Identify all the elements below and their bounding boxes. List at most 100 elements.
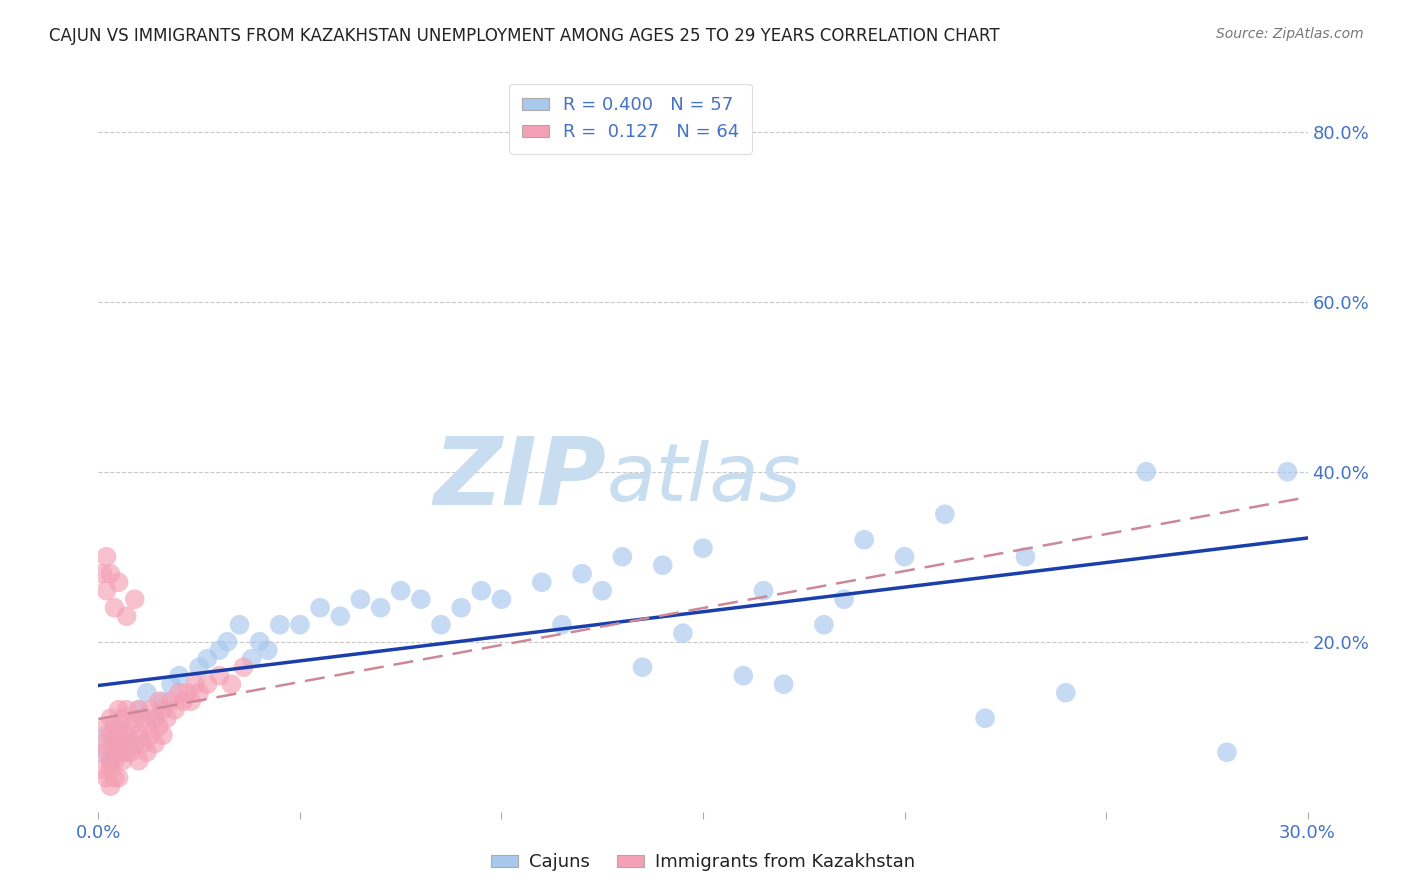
Legend: Cajuns, Immigrants from Kazakhstan: Cajuns, Immigrants from Kazakhstan bbox=[484, 847, 922, 879]
Point bbox=[120, 737, 142, 751]
Point bbox=[111, 711, 134, 725]
Point bbox=[107, 771, 129, 785]
Point bbox=[228, 617, 250, 632]
Point bbox=[96, 728, 118, 742]
Point bbox=[389, 583, 412, 598]
Point bbox=[91, 737, 114, 751]
Point bbox=[934, 507, 956, 521]
Point bbox=[139, 728, 162, 742]
Point bbox=[115, 609, 138, 624]
Point bbox=[96, 720, 118, 734]
Point bbox=[124, 711, 146, 725]
Point bbox=[96, 771, 118, 785]
Point bbox=[1277, 465, 1299, 479]
Point bbox=[409, 592, 432, 607]
Point bbox=[139, 703, 162, 717]
Point bbox=[172, 694, 194, 708]
Point bbox=[100, 754, 122, 768]
Point bbox=[1135, 465, 1157, 479]
Point bbox=[100, 566, 122, 581]
Point bbox=[100, 762, 122, 776]
Point bbox=[124, 737, 146, 751]
Point bbox=[309, 600, 332, 615]
Point bbox=[530, 575, 553, 590]
Point bbox=[269, 617, 291, 632]
Point bbox=[103, 737, 125, 751]
Point bbox=[128, 703, 150, 717]
Point bbox=[176, 686, 198, 700]
Point bbox=[115, 728, 138, 742]
Point bbox=[256, 643, 278, 657]
Point bbox=[128, 703, 150, 717]
Point bbox=[1216, 745, 1239, 759]
Point bbox=[612, 549, 634, 564]
Point bbox=[132, 711, 155, 725]
Point bbox=[217, 634, 239, 648]
Point bbox=[195, 677, 218, 691]
Point bbox=[832, 592, 855, 607]
Point bbox=[107, 720, 129, 734]
Point bbox=[160, 677, 183, 691]
Point bbox=[470, 583, 492, 598]
Point bbox=[672, 626, 695, 640]
Point bbox=[120, 720, 142, 734]
Point bbox=[221, 677, 243, 691]
Point bbox=[893, 549, 915, 564]
Point bbox=[96, 583, 118, 598]
Point bbox=[148, 694, 170, 708]
Point bbox=[167, 686, 190, 700]
Point bbox=[631, 660, 654, 674]
Point bbox=[167, 669, 190, 683]
Point bbox=[571, 566, 593, 581]
Point bbox=[152, 703, 174, 717]
Point bbox=[100, 711, 122, 725]
Text: ZIP: ZIP bbox=[433, 434, 606, 525]
Point bbox=[143, 737, 166, 751]
Point bbox=[152, 728, 174, 742]
Point bbox=[160, 694, 183, 708]
Point bbox=[107, 703, 129, 717]
Point bbox=[184, 677, 207, 691]
Point bbox=[208, 669, 231, 683]
Point bbox=[111, 754, 134, 768]
Point bbox=[974, 711, 997, 725]
Point bbox=[115, 703, 138, 717]
Point bbox=[100, 754, 122, 768]
Point bbox=[349, 592, 371, 607]
Point bbox=[651, 558, 673, 573]
Point bbox=[450, 600, 472, 615]
Point bbox=[733, 669, 755, 683]
Point bbox=[103, 737, 125, 751]
Point bbox=[143, 711, 166, 725]
Point bbox=[329, 609, 352, 624]
Point bbox=[1014, 549, 1036, 564]
Point bbox=[96, 745, 118, 759]
Point bbox=[111, 737, 134, 751]
Point bbox=[91, 762, 114, 776]
Point bbox=[103, 720, 125, 734]
Point bbox=[132, 737, 155, 751]
Point bbox=[163, 703, 186, 717]
Point bbox=[100, 779, 122, 793]
Text: Source: ZipAtlas.com: Source: ZipAtlas.com bbox=[1216, 27, 1364, 41]
Point bbox=[752, 583, 775, 598]
Point bbox=[143, 711, 166, 725]
Point bbox=[111, 745, 134, 759]
Point bbox=[115, 728, 138, 742]
Text: atlas: atlas bbox=[606, 441, 801, 518]
Point bbox=[370, 600, 392, 615]
Point bbox=[135, 720, 157, 734]
Point bbox=[96, 549, 118, 564]
Point bbox=[103, 771, 125, 785]
Point bbox=[152, 694, 174, 708]
Point bbox=[100, 728, 122, 742]
Point bbox=[813, 617, 835, 632]
Point bbox=[135, 686, 157, 700]
Point bbox=[591, 583, 613, 598]
Point bbox=[156, 711, 179, 725]
Point bbox=[124, 592, 146, 607]
Point bbox=[128, 754, 150, 768]
Point bbox=[1054, 686, 1077, 700]
Point bbox=[551, 617, 574, 632]
Point bbox=[135, 745, 157, 759]
